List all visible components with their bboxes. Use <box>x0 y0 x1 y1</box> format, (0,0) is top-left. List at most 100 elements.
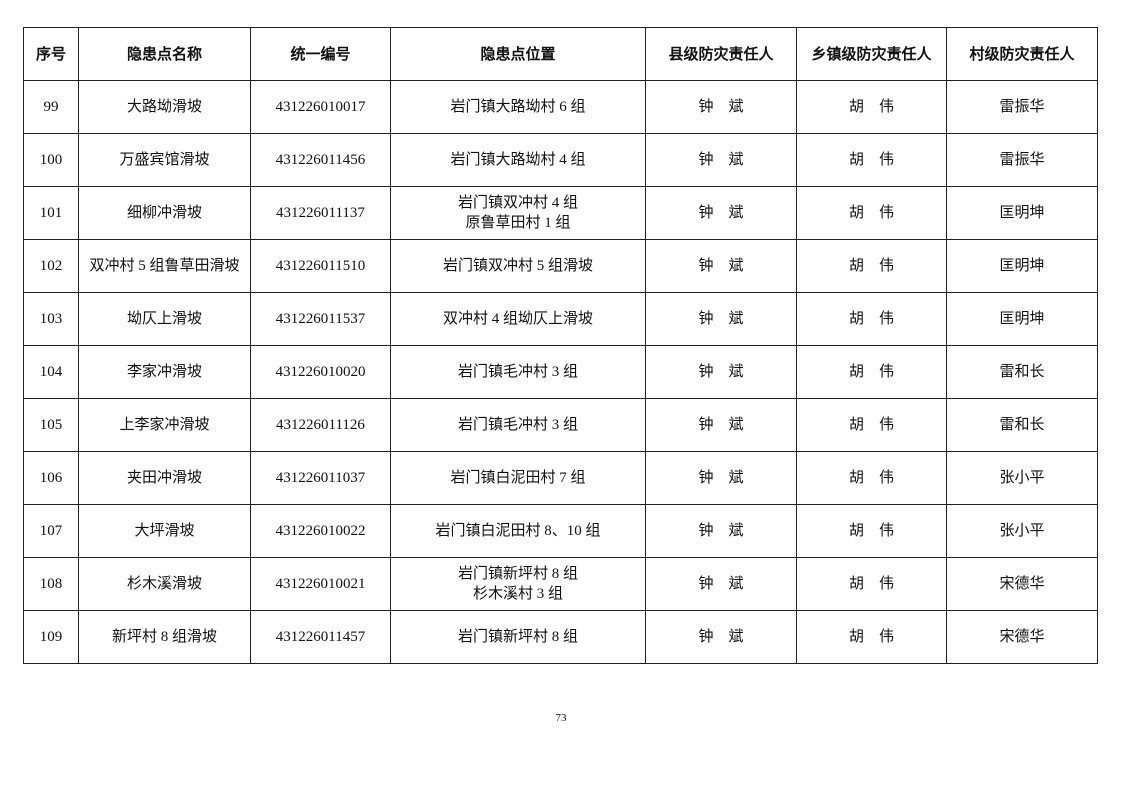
cell-line: 岩门镇新坪村 8 组 <box>457 629 578 645</box>
table-cell: 102 <box>23 239 79 293</box>
table-cell: 107 <box>23 504 79 558</box>
table-cell: 钟 斌 <box>645 610 797 664</box>
table-cell: 431226010021 <box>250 557 391 611</box>
table-cell: 431226011457 <box>250 610 391 664</box>
table-row: 99 大路坳滑坡 431226010017 岩门镇大路坳村 6 组 钟 斌胡 伟雷振华 <box>23 80 1098 134</box>
table-cell: 李家冲滑坡 <box>78 345 251 399</box>
cell-line: 岩门镇白泥田村 7 组 <box>450 470 586 486</box>
table-cell: 431226011037 <box>250 451 391 505</box>
table-cell: 坳仄上滑坡 <box>78 292 251 346</box>
table-cell: 钟 斌 <box>645 186 797 240</box>
table-cell: 岩门镇大路坳村 4 组 <box>390 133 646 187</box>
table-cell: 雷和长 <box>946 398 1098 452</box>
table-cell: 胡 伟 <box>796 133 947 187</box>
table-row: 107 大坪滑坡 431226010022 岩门镇白泥田村 8、10 组 钟 斌胡 伟张… <box>23 504 1098 558</box>
cell-line: 岩门镇双冲村 4 组 <box>457 195 578 211</box>
table-row: 105 上李家冲滑坡 431226011126 岩门镇毛冲村 3 组 钟 斌胡 伟雷和长 <box>23 398 1098 452</box>
cell-line: 岩门镇毛冲村 3 组 <box>457 364 578 380</box>
table-cell: 大路坳滑坡 <box>78 80 251 134</box>
table-row: 100 万盛宾馆滑坡 431226011456 岩门镇大路坳村 4 组 钟 斌胡 伟雷振… <box>23 133 1098 187</box>
table-cell: 钟 斌 <box>645 398 797 452</box>
header-cell: 隐患点位置 <box>390 27 646 81</box>
table-cell: 胡 伟 <box>796 80 947 134</box>
table-cell: 胡 伟 <box>796 610 947 664</box>
table-cell: 101 <box>23 186 79 240</box>
table-cell: 岩门镇双冲村 4 组原鲁草田村 1 组 <box>390 186 646 240</box>
table-cell: 杉木溪滑坡 <box>78 557 251 611</box>
table-cell: 张小平 <box>946 504 1098 558</box>
table-cell: 胡 伟 <box>796 292 947 346</box>
table-cell: 钟 斌 <box>645 292 797 346</box>
table-cell: 103 <box>23 292 79 346</box>
table-cell: 万盛宾馆滑坡 <box>78 133 251 187</box>
header-cell: 统一编号 <box>250 27 391 81</box>
table-row: 101 细柳冲滑坡 431226011137 岩门镇双冲村 4 组原鲁草田村 1 组钟… <box>23 186 1098 240</box>
table-cell: 岩门镇新坪村 8 组 <box>390 610 646 664</box>
table-cell: 大坪滑坡 <box>78 504 251 558</box>
table-cell: 张小平 <box>946 451 1098 505</box>
header-cell: 乡镇级防灾责任人 <box>796 27 947 81</box>
table-cell: 109 <box>23 610 79 664</box>
table-cell: 岩门镇毛冲村 3 组 <box>390 345 646 399</box>
table-cell: 431226011137 <box>250 186 391 240</box>
table-cell: 岩门镇大路坳村 6 组 <box>390 80 646 134</box>
table-cell: 雷振华 <box>946 133 1098 187</box>
table-cell: 431226010022 <box>250 504 391 558</box>
table-cell: 钟 斌 <box>645 451 797 505</box>
header-cell: 村级防灾责任人 <box>946 27 1098 81</box>
table-cell: 胡 伟 <box>796 398 947 452</box>
table-row: 108 杉木溪滑坡 431226010021 岩门镇新坪村 8 组杉木溪村 3 组钟 … <box>23 557 1098 611</box>
table-cell: 岩门镇毛冲村 3 组 <box>390 398 646 452</box>
header-row: 序号 隐患点名称 统一编号 隐患点位置 县级防灾责任人 乡镇级防灾责任人 村级防… <box>23 27 1098 81</box>
table-cell: 夹田冲滑坡 <box>78 451 251 505</box>
table-cell: 雷振华 <box>946 80 1098 134</box>
cell-line: 岩门镇大路坳村 4 组 <box>450 152 586 168</box>
table-cell: 99 <box>23 80 79 134</box>
table-cell: 钟 斌 <box>645 133 797 187</box>
table-cell: 胡 伟 <box>796 239 947 293</box>
header-cell: 序号 <box>23 27 79 81</box>
table-cell: 匡明坤 <box>946 292 1098 346</box>
table-cell: 钟 斌 <box>645 345 797 399</box>
table-cell: 岩门镇白泥田村 8、10 组 <box>390 504 646 558</box>
table-cell: 宋德华 <box>946 610 1098 664</box>
table-cell: 104 <box>23 345 79 399</box>
table-cell: 细柳冲滑坡 <box>78 186 251 240</box>
table-cell: 钟 斌 <box>645 557 797 611</box>
cell-line: 岩门镇双冲村 5 组滑坡 <box>442 258 593 274</box>
table-cell: 431226011537 <box>250 292 391 346</box>
cell-line: 杉木溪村 3 组 <box>472 586 563 602</box>
cell-line: 岩门镇大路坳村 6 组 <box>450 99 586 115</box>
table-cell: 匡明坤 <box>946 186 1098 240</box>
table-cell: 胡 伟 <box>796 557 947 611</box>
table-cell: 钟 斌 <box>645 80 797 134</box>
table-cell: 新坪村 8 组滑坡 <box>78 610 251 664</box>
table-row: 106 夹田冲滑坡 431226011037 岩门镇白泥田村 7 组 钟 斌胡 伟张小平 <box>23 451 1098 505</box>
table-cell: 431226010020 <box>250 345 391 399</box>
cell-line: 原鲁草田村 1 组 <box>465 215 571 231</box>
table-cell: 双冲村 4 组坳仄上滑坡 <box>390 292 646 346</box>
table-cell: 431226011510 <box>250 239 391 293</box>
cell-line: 双冲村 4 组坳仄上滑坡 <box>442 311 593 327</box>
table-row: 103 坳仄上滑坡 431226011537 双冲村 4 组坳仄上滑坡 钟 斌胡 伟匡明… <box>23 292 1098 346</box>
table-cell: 105 <box>23 398 79 452</box>
table-cell: 雷和长 <box>946 345 1098 399</box>
table-cell: 匡明坤 <box>946 239 1098 293</box>
table-cell: 106 <box>23 451 79 505</box>
table-cell: 胡 伟 <box>796 186 947 240</box>
hazard-table: 序号 隐患点名称 统一编号 隐患点位置 县级防灾责任人 乡镇级防灾责任人 村级防… <box>23 27 1098 664</box>
table-row: 102 双冲村 5 组鲁草田滑坡 431226011510 岩门镇双冲村 5 组滑坡 钟… <box>23 239 1098 293</box>
cell-line: 岩门镇毛冲村 3 组 <box>457 417 578 433</box>
table-cell: 岩门镇双冲村 5 组滑坡 <box>390 239 646 293</box>
table-cell: 双冲村 5 组鲁草田滑坡 <box>78 239 251 293</box>
table-cell: 胡 伟 <box>796 504 947 558</box>
table-cell: 钟 斌 <box>645 504 797 558</box>
table-cell: 岩门镇白泥田村 7 组 <box>390 451 646 505</box>
table-cell: 431226011456 <box>250 133 391 187</box>
table-cell: 431226011126 <box>250 398 391 452</box>
table-cell: 上李家冲滑坡 <box>78 398 251 452</box>
header-cell: 县级防灾责任人 <box>645 27 797 81</box>
page-number: 73 <box>555 712 567 724</box>
table-row: 109 新坪村 8 组滑坡 431226011457 岩门镇新坪村 8 组 钟 斌胡 伟… <box>23 610 1098 664</box>
